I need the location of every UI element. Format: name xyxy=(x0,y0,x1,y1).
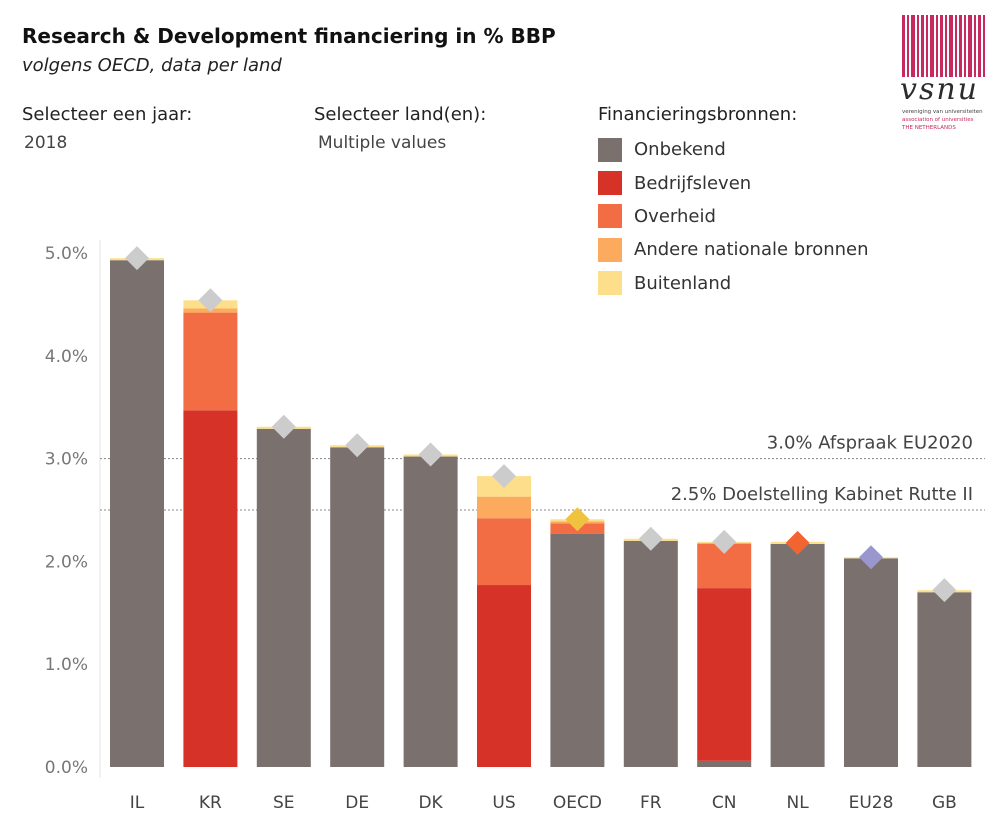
bar-segment xyxy=(183,312,238,411)
y-tick-label: 3.0% xyxy=(45,450,88,470)
bar-segment xyxy=(477,496,531,519)
total-marker xyxy=(638,526,663,551)
x-tick-label: US xyxy=(492,793,515,813)
year-filter-value[interactable]: 2018 xyxy=(24,133,68,153)
bar-segment xyxy=(697,588,752,761)
total-marker xyxy=(198,288,223,313)
total-marker xyxy=(271,414,296,439)
legend: Onbekend Bedrijfsleven Overheid Andere n… xyxy=(598,133,869,300)
bar-segment xyxy=(844,558,898,767)
chart-title: Research & Development financiering in %… xyxy=(22,24,556,48)
bar-segment xyxy=(477,585,531,767)
legend-swatch xyxy=(598,171,622,196)
total-marker xyxy=(859,545,883,570)
bar-segment xyxy=(256,428,311,767)
legend-swatch xyxy=(598,204,622,229)
total-marker xyxy=(712,529,737,554)
total-marker xyxy=(785,530,810,555)
year-filter-label: Selecteer een jaar: xyxy=(22,104,193,125)
bar-segment xyxy=(623,540,678,767)
total-marker xyxy=(565,507,590,532)
legend-swatch xyxy=(598,137,622,162)
y-tick-label: 5.0% xyxy=(45,244,88,264)
logo-line-3: THE NETHERLANDS xyxy=(902,125,956,131)
bar-segment xyxy=(110,260,164,767)
bar-segment xyxy=(403,456,458,767)
x-tick-label: CN xyxy=(712,793,737,813)
total-marker xyxy=(125,246,149,271)
country-filter-label: Selecteer land(en): xyxy=(314,104,487,125)
total-marker xyxy=(492,464,516,489)
legend-label: Bedrijfsleven xyxy=(634,172,752,194)
x-tick-label: EU28 xyxy=(849,793,894,813)
legend-title: Financieringsbronnen: xyxy=(598,104,798,125)
bar-segment xyxy=(477,518,531,586)
legend-label: Buitenland xyxy=(634,272,732,294)
y-tick-label: 2.0% xyxy=(45,552,88,572)
x-tick-label: NL xyxy=(786,793,809,813)
country-filter-value[interactable]: Multiple values xyxy=(318,133,447,153)
legend-label: Onbekend xyxy=(634,139,726,161)
legend-swatch xyxy=(598,271,622,296)
y-tick-label: 4.0% xyxy=(45,347,88,367)
y-tick-label: 0.0% xyxy=(45,758,88,778)
x-tick-label: IL xyxy=(130,793,145,813)
logo-barcode xyxy=(902,15,985,77)
bar-segment xyxy=(697,760,752,767)
x-tick-label: DE xyxy=(345,793,369,813)
x-tick-label: SE xyxy=(273,793,295,813)
legend-item-onbekend[interactable]: Onbekend xyxy=(598,133,869,166)
total-marker xyxy=(418,442,443,467)
x-tick-label: OECD xyxy=(553,793,602,813)
reference-line-label: 2.5% Doelstelling Kabinet Rutte II xyxy=(671,484,973,505)
bar-segment xyxy=(330,447,385,767)
bar-segment xyxy=(550,533,605,767)
total-marker xyxy=(932,578,957,603)
legend-swatch xyxy=(598,237,622,262)
chart-subtitle: volgens OECD, data per land xyxy=(22,55,282,76)
legend-item-buitenland[interactable]: Buitenland xyxy=(598,267,869,300)
legend-item-overheid[interactable]: Overheid xyxy=(598,200,869,233)
reference-line-label: 3.0% Afspraak EU2020 xyxy=(767,433,973,454)
y-tick-label: 1.0% xyxy=(45,655,88,675)
x-tick-label: FR xyxy=(640,793,662,813)
vsnu-logo: vsnu vereniging van universiteiten assoc… xyxy=(900,15,988,133)
total-marker xyxy=(345,433,370,458)
legend-label: Andere nationale bronnen xyxy=(634,239,869,261)
logo-line-1: vereniging van universiteiten xyxy=(902,109,983,115)
bar-segment xyxy=(917,592,972,767)
logo-wordmark: vsnu xyxy=(900,72,979,107)
legend-item-bedrijfsleven[interactable]: Bedrijfsleven xyxy=(598,166,869,199)
x-tick-label: GB xyxy=(932,793,957,813)
bar-segment xyxy=(770,543,825,767)
logo-line-2: association of universities xyxy=(902,117,974,123)
x-tick-label: KR xyxy=(199,793,222,813)
bar-segment xyxy=(183,410,238,767)
x-tick-label: DK xyxy=(418,793,443,813)
legend-label: Overheid xyxy=(634,205,716,227)
legend-item-andere-nationale-bronnen[interactable]: Andere nationale bronnen xyxy=(598,233,869,266)
